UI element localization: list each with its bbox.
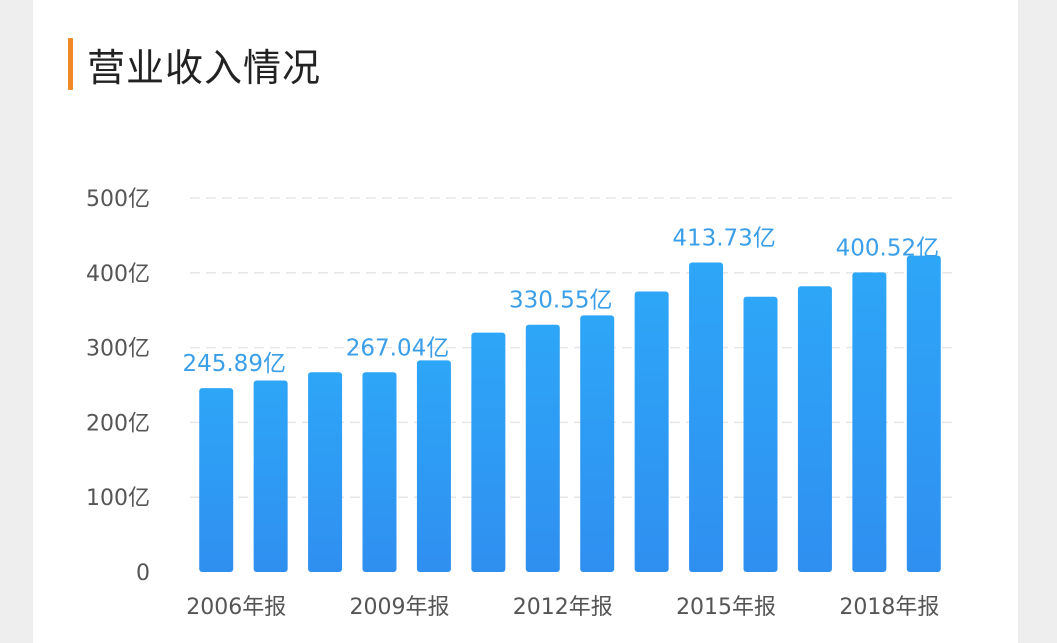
x-tick-label: 2006年报 bbox=[186, 595, 286, 620]
bar[interactable] bbox=[743, 296, 778, 572]
data-label: 400.52亿 bbox=[836, 235, 939, 261]
bar[interactable] bbox=[906, 255, 941, 572]
bar[interactable] bbox=[689, 262, 724, 572]
data-label: 245.89亿 bbox=[182, 351, 285, 377]
bar[interactable] bbox=[525, 324, 560, 572]
x-tick-label: 2012年报 bbox=[513, 595, 613, 620]
data-label: 413.73亿 bbox=[672, 226, 775, 252]
section-title: 营业收入情况 bbox=[87, 45, 322, 90]
bar[interactable] bbox=[362, 372, 397, 572]
bar[interactable] bbox=[253, 380, 288, 572]
x-tick-label: 2015年报 bbox=[676, 595, 776, 620]
y-tick-label: 100亿 bbox=[86, 486, 150, 511]
x-tick-label: 2009年报 bbox=[350, 595, 450, 620]
y-tick-label: 200亿 bbox=[86, 411, 150, 436]
y-tick-label: 0 bbox=[136, 561, 150, 586]
bar[interactable] bbox=[416, 360, 451, 572]
bar[interactable] bbox=[634, 291, 669, 573]
bar[interactable] bbox=[308, 372, 343, 572]
data-label: 267.04亿 bbox=[346, 335, 449, 361]
bar[interactable] bbox=[471, 332, 506, 572]
data-label: 330.55亿 bbox=[509, 288, 612, 314]
title-accent-bar bbox=[68, 38, 73, 90]
bar[interactable] bbox=[580, 315, 615, 572]
y-tick-label: 300亿 bbox=[86, 337, 150, 362]
y-tick-label: 500亿 bbox=[86, 187, 150, 212]
bar[interactable] bbox=[852, 272, 887, 572]
section-header: 营业收入情况 bbox=[68, 36, 321, 92]
y-tick-label: 400亿 bbox=[86, 262, 150, 287]
bar[interactable] bbox=[797, 286, 832, 572]
bar[interactable] bbox=[199, 388, 234, 572]
x-tick-label: 2018年报 bbox=[839, 595, 939, 620]
